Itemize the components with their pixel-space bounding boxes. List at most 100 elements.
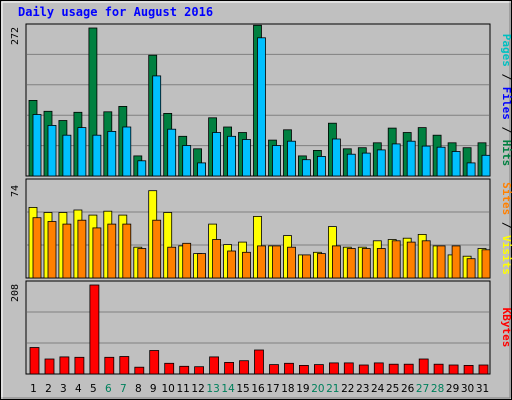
bar-files-day-21: [331, 138, 341, 177]
bar-files-day-18: [287, 140, 296, 177]
bar-sites-day-22: [346, 248, 356, 279]
bar-kbytes-day-25: [388, 363, 399, 375]
bar-files-day-1: [32, 114, 42, 177]
bar-files-day-15: [242, 139, 251, 177]
bar-sites-day-11: [182, 242, 192, 279]
bar-kbytes-day-4: [74, 356, 85, 375]
bar-files-day-20: [316, 155, 326, 177]
bar-sites-day-5: [92, 227, 102, 279]
x-tick-label: 25: [386, 383, 399, 395]
x-tick-label: 3: [60, 383, 67, 395]
x-tick-label: 30: [461, 383, 474, 395]
bar-files-day-28: [436, 146, 446, 177]
bar-files-day-26: [406, 140, 416, 177]
bar-sites-day-16: [257, 245, 266, 279]
bar-kbytes-day-19: [298, 364, 309, 375]
bar-kbytes-day-11: [179, 365, 190, 375]
x-tick-label: 15: [236, 383, 249, 395]
bar-sites-day-3: [62, 223, 72, 279]
side-legend: Pages / Files / Hits: [500, 34, 512, 167]
bar-files-day-13: [212, 132, 222, 177]
bar-sites-day-29: [451, 245, 461, 279]
bar-files-day-30: [466, 162, 476, 177]
bar-files-day-7: [122, 126, 132, 177]
bar-sites-day-24: [376, 248, 386, 279]
bar-files-day-4: [77, 127, 87, 177]
bar-sites-day-26: [406, 241, 416, 279]
bar-kbytes-day-20: [313, 364, 324, 375]
bar-kbytes-day-29: [448, 364, 459, 375]
bar-kbytes-day-24: [373, 362, 384, 375]
bar-sites-day-23: [361, 248, 371, 279]
x-tick-label: 18: [281, 383, 294, 395]
x-tick-label: 11: [177, 383, 190, 395]
x-tick-label: 17: [266, 383, 279, 395]
bar-sites-day-4: [77, 219, 87, 279]
side-legend-part: /: [500, 215, 512, 235]
bar-sites-day-15: [242, 251, 251, 279]
x-tick-label: 27: [416, 383, 429, 395]
x-tick-label: 12: [191, 383, 204, 395]
bar-kbytes-day-6: [104, 356, 115, 375]
bar-sites-day-12: [197, 253, 207, 279]
bar-sites-day-28: [436, 245, 446, 279]
x-tick-label: 8: [135, 383, 142, 395]
bar-kbytes-day-5: [89, 284, 100, 375]
bar-kbytes-day-1: [29, 347, 40, 375]
side-legend-part: Files: [500, 87, 512, 120]
bar-files-day-17: [272, 145, 281, 177]
bar-files-day-22: [346, 153, 356, 177]
bar-kbytes-day-15: [239, 360, 249, 375]
y-max-label: 208: [10, 284, 21, 302]
x-tick-label: 13: [206, 383, 219, 395]
bar-files-day-6: [107, 130, 117, 177]
bar-sites-day-6: [107, 223, 117, 279]
bar-files-day-29: [451, 151, 461, 177]
bar-files-day-8: [137, 160, 147, 177]
bar-sites-day-1: [32, 217, 42, 279]
bar-kbytes-day-13: [209, 356, 220, 375]
y-max-label: 272: [10, 27, 21, 45]
bar-sites-day-14: [227, 250, 237, 279]
panel-visits_sites: 74 Sites / Visits: [10, 178, 512, 279]
x-tick-label: 6: [105, 383, 112, 395]
bar-files-day-14: [227, 135, 237, 177]
bar-kbytes-day-14: [224, 361, 235, 375]
x-tick-label: 2: [45, 383, 52, 395]
side-legend: Sites / Visits: [500, 182, 512, 275]
bar-sites-day-7: [122, 223, 132, 279]
bar-kbytes-day-22: [343, 362, 354, 375]
bar-sites-day-27: [421, 240, 431, 279]
bar-kbytes-day-17: [269, 364, 279, 375]
bar-kbytes-day-28: [433, 363, 444, 375]
bar-kbytes-day-21: [328, 362, 339, 375]
x-tick-label: 20: [311, 383, 324, 395]
bar-kbytes-day-2: [44, 358, 55, 375]
x-tick-label: 9: [150, 383, 157, 395]
panel-kbytes: 208 KBytes: [10, 280, 512, 375]
bar-files-day-25: [391, 143, 401, 177]
x-tick-label: 28: [431, 383, 444, 395]
bar-sites-day-30: [466, 258, 476, 279]
x-tick-label: 22: [341, 383, 354, 395]
bar-sites-day-17: [272, 245, 281, 279]
bar-kbytes-day-3: [59, 356, 70, 375]
x-tick-label: 24: [371, 383, 385, 395]
x-tick-label: 10: [162, 383, 175, 395]
x-tick-label: 19: [296, 383, 309, 395]
side-legend-part: /: [500, 67, 512, 87]
chart-title: Daily usage for August 2016: [18, 5, 213, 19]
panel-hits_files: 272 Pages / Files / Hits: [10, 23, 512, 177]
bar-kbytes-day-7: [119, 356, 130, 375]
x-tick-label: 14: [221, 383, 235, 395]
bar-kbytes-day-8: [134, 366, 145, 375]
side-legend-part: Pages: [500, 34, 512, 67]
x-tick-label: 26: [401, 383, 415, 395]
bar-files-day-23: [361, 152, 371, 177]
bar-files-day-10: [167, 128, 177, 177]
x-tick-label: 31: [476, 383, 489, 395]
bar-sites-day-21: [331, 245, 341, 279]
side-legend-part: KBytes: [500, 308, 512, 348]
x-tick-label: 7: [120, 383, 127, 395]
